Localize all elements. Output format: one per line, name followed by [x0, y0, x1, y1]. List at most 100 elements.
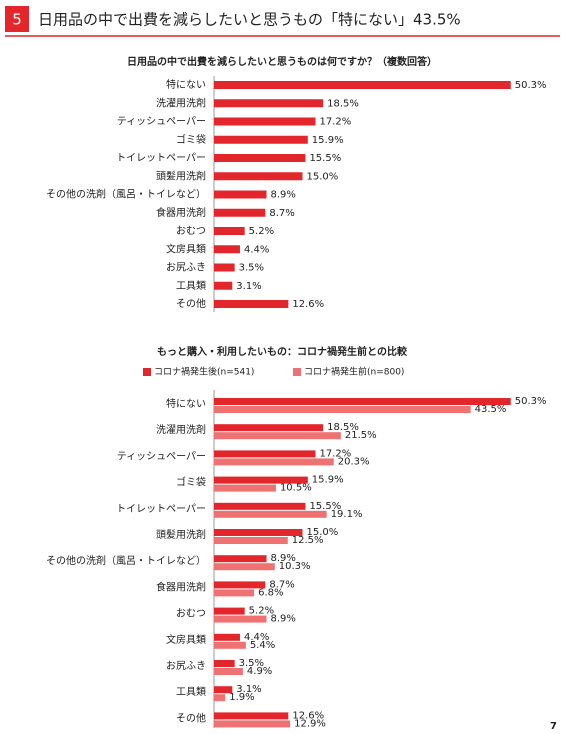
- value-label: 19.1%: [331, 509, 363, 520]
- bar: [214, 510, 327, 518]
- section-number: 5: [12, 11, 22, 29]
- legend-swatch: [143, 368, 151, 376]
- category-label: ゴミ袋: [176, 133, 206, 146]
- bar: [214, 208, 266, 217]
- value-label: 10.3%: [279, 561, 311, 572]
- value-label: 20.3%: [338, 456, 370, 467]
- value-label: 3.1%: [236, 684, 261, 695]
- value-label: 5.2%: [249, 606, 274, 617]
- value-label: 4.9%: [247, 666, 272, 677]
- category-label: 文房具類: [166, 242, 206, 255]
- value-label: 15.5%: [309, 501, 341, 512]
- bar: [214, 484, 276, 492]
- bar: [214, 476, 308, 484]
- value-label: 6.8%: [258, 587, 283, 598]
- bar: [214, 529, 303, 536]
- value-label: 12.6%: [292, 710, 324, 721]
- legend-label: コロナ禍発生前(n=800): [304, 366, 404, 378]
- value-label: 3.5%: [239, 658, 264, 669]
- bar: [214, 300, 289, 308]
- bar: [214, 281, 233, 290]
- category-label: 食器用洗剤: [156, 580, 206, 593]
- value-label: 12.5%: [292, 535, 324, 546]
- value-label: 18.5%: [327, 98, 359, 109]
- value-label: 1.9%: [229, 692, 254, 703]
- section-badge: [5, 6, 29, 32]
- bar: [214, 694, 226, 702]
- bar: [214, 502, 306, 510]
- value-label: 5.4%: [250, 640, 275, 651]
- value-label: 8.9%: [271, 190, 296, 201]
- bar: [214, 660, 235, 667]
- category-label: 工具類: [176, 686, 206, 698]
- bar: [214, 117, 316, 126]
- value-label: 17.2%: [319, 448, 351, 459]
- value-label: 8.9%: [271, 553, 296, 564]
- category-label: おむつ: [176, 225, 206, 237]
- bar: [214, 686, 233, 694]
- value-label: 10.5%: [280, 483, 312, 494]
- category-label: その他の洗剤（風呂・トイレなど）: [46, 554, 206, 567]
- value-label: 4.4%: [244, 632, 269, 643]
- category-label: 文房具類: [166, 633, 206, 646]
- value-label: 8.7%: [269, 579, 294, 590]
- category-label: その他: [176, 711, 206, 724]
- bar: [214, 668, 243, 675]
- bar: [214, 135, 308, 144]
- bar: [214, 154, 306, 162]
- bar: [214, 555, 267, 563]
- category-label: トイレットペーパー: [116, 503, 206, 515]
- category-label: おむつ: [176, 608, 206, 620]
- bar: [214, 398, 511, 405]
- value-label: 15.9%: [312, 475, 344, 486]
- value-label: 5.2%: [249, 226, 274, 237]
- value-label: 15.9%: [312, 135, 344, 146]
- bar: [214, 589, 255, 597]
- value-label: 50.3%: [515, 396, 547, 407]
- bar: [214, 720, 291, 728]
- bar: [214, 633, 240, 641]
- page-number: 7: [550, 721, 557, 732]
- category-label: 特にない: [166, 398, 206, 410]
- category-label: ティッシュペーパー: [117, 450, 206, 462]
- value-label: 3.5%: [239, 263, 264, 274]
- bar: [214, 245, 240, 254]
- bar: [214, 458, 334, 466]
- category-label: 特にない: [166, 79, 206, 91]
- value-label: 12.6%: [292, 299, 324, 310]
- chart-title: もっと購入・利用したいもの：コロナ禍発生前との比較: [157, 345, 408, 358]
- value-label: 3.1%: [236, 281, 261, 292]
- category-label: トイレットペーパー: [116, 152, 206, 164]
- category-label: 頭髪用洗剤: [156, 528, 206, 541]
- category-label: その他: [176, 297, 206, 310]
- category-label: お尻ふき: [166, 660, 206, 672]
- bar: [214, 450, 316, 458]
- bar: [214, 99, 324, 108]
- value-label: 18.5%: [327, 422, 359, 433]
- bar: [214, 563, 275, 571]
- category-label: ゴミ袋: [176, 476, 206, 489]
- chart-title: 日用品の中で出費を減らしたいと思うものは何ですか？（複数回答）: [127, 55, 437, 68]
- category-label: 頭髪用洗剤: [156, 169, 206, 182]
- value-label: 43.5%: [475, 404, 507, 415]
- value-label: 15.0%: [307, 171, 339, 182]
- value-label: 8.7%: [269, 208, 294, 219]
- bar: [214, 227, 245, 235]
- category-label: お尻ふき: [166, 262, 206, 274]
- bar: [214, 263, 235, 272]
- value-label: 15.5%: [309, 153, 341, 164]
- value-label: 17.2%: [319, 117, 351, 128]
- category-label: 洗濯用洗剤: [156, 96, 206, 109]
- page-title: 日用品の中で出費を減らしたいと思うもの「特にない」43.5%: [38, 11, 461, 29]
- category-label: 洗濯用洗剤: [156, 423, 206, 436]
- value-label: 12.9%: [294, 718, 326, 729]
- legend-label: コロナ禍発生後(n=541): [154, 366, 254, 378]
- bar: [214, 537, 288, 544]
- bar: [214, 81, 511, 89]
- value-label: 4.4%: [244, 244, 269, 255]
- bar: [214, 581, 266, 589]
- bar: [214, 190, 267, 199]
- category-label: 工具類: [176, 280, 206, 292]
- value-label: 21.5%: [345, 430, 377, 441]
